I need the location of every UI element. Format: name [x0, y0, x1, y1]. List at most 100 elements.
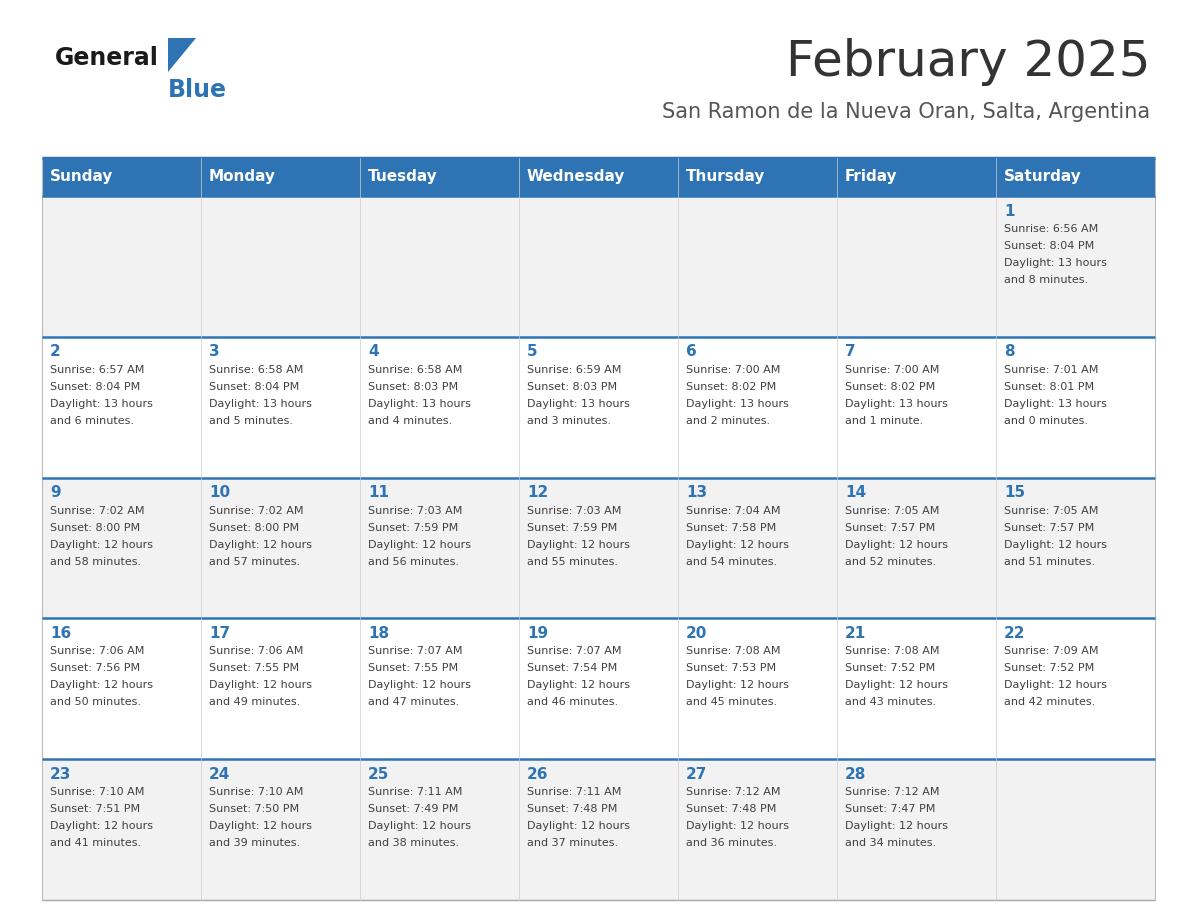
- Text: Sunrise: 7:11 AM: Sunrise: 7:11 AM: [527, 788, 621, 797]
- Text: and 58 minutes.: and 58 minutes.: [50, 556, 141, 566]
- Text: Sunset: 8:02 PM: Sunset: 8:02 PM: [685, 382, 776, 392]
- Text: and 45 minutes.: and 45 minutes.: [685, 698, 777, 708]
- Text: 11: 11: [368, 485, 388, 500]
- Text: 10: 10: [209, 485, 230, 500]
- Text: Sunset: 7:57 PM: Sunset: 7:57 PM: [845, 522, 935, 532]
- Text: Daylight: 12 hours: Daylight: 12 hours: [527, 680, 630, 690]
- Text: Sunset: 8:04 PM: Sunset: 8:04 PM: [1004, 241, 1094, 251]
- Text: Sunrise: 7:06 AM: Sunrise: 7:06 AM: [50, 646, 145, 656]
- Text: Sunset: 8:04 PM: Sunset: 8:04 PM: [209, 382, 299, 392]
- Text: Daylight: 13 hours: Daylight: 13 hours: [50, 398, 153, 409]
- Text: 20: 20: [685, 626, 707, 641]
- Text: and 1 minute.: and 1 minute.: [845, 416, 923, 426]
- Text: Sunset: 7:53 PM: Sunset: 7:53 PM: [685, 664, 776, 674]
- Text: and 50 minutes.: and 50 minutes.: [50, 698, 141, 708]
- Text: Sunrise: 7:06 AM: Sunrise: 7:06 AM: [209, 646, 303, 656]
- Text: Daylight: 12 hours: Daylight: 12 hours: [527, 822, 630, 831]
- Text: and 43 minutes.: and 43 minutes.: [845, 698, 936, 708]
- Text: Sunset: 7:59 PM: Sunset: 7:59 PM: [527, 522, 618, 532]
- Text: Sunset: 7:54 PM: Sunset: 7:54 PM: [527, 664, 618, 674]
- Text: and 46 minutes.: and 46 minutes.: [527, 698, 618, 708]
- Text: Daylight: 12 hours: Daylight: 12 hours: [209, 540, 312, 550]
- Text: and 34 minutes.: and 34 minutes.: [845, 838, 936, 848]
- Text: Daylight: 12 hours: Daylight: 12 hours: [1004, 680, 1107, 690]
- Bar: [42, 477, 1155, 619]
- Text: Sunset: 8:02 PM: Sunset: 8:02 PM: [845, 382, 935, 392]
- Text: and 8 minutes.: and 8 minutes.: [1004, 275, 1088, 285]
- Text: Sunset: 8:03 PM: Sunset: 8:03 PM: [368, 382, 459, 392]
- Text: 5: 5: [527, 344, 538, 359]
- Text: Sunrise: 7:07 AM: Sunrise: 7:07 AM: [368, 646, 462, 656]
- Text: 25: 25: [368, 767, 390, 782]
- Text: 17: 17: [209, 626, 230, 641]
- Text: and 3 minutes.: and 3 minutes.: [527, 416, 611, 426]
- Polygon shape: [168, 38, 196, 72]
- Text: February 2025: February 2025: [785, 38, 1150, 86]
- Text: and 2 minutes.: and 2 minutes.: [685, 416, 770, 426]
- Text: Sunrise: 7:10 AM: Sunrise: 7:10 AM: [50, 788, 145, 797]
- Text: Daylight: 12 hours: Daylight: 12 hours: [845, 822, 948, 831]
- Text: Sunset: 7:47 PM: Sunset: 7:47 PM: [845, 804, 935, 814]
- Text: 7: 7: [845, 344, 855, 359]
- Text: 4: 4: [368, 344, 379, 359]
- Text: 23: 23: [50, 767, 71, 782]
- Text: Daylight: 12 hours: Daylight: 12 hours: [1004, 540, 1107, 550]
- Text: 14: 14: [845, 485, 866, 500]
- Text: and 38 minutes.: and 38 minutes.: [368, 838, 459, 848]
- Text: Sunrise: 7:03 AM: Sunrise: 7:03 AM: [527, 506, 621, 516]
- Text: Blue: Blue: [168, 78, 227, 102]
- Text: Sunset: 7:56 PM: Sunset: 7:56 PM: [50, 664, 140, 674]
- Text: and 42 minutes.: and 42 minutes.: [1004, 698, 1095, 708]
- Text: Sunset: 7:57 PM: Sunset: 7:57 PM: [1004, 522, 1094, 532]
- Text: and 56 minutes.: and 56 minutes.: [368, 556, 459, 566]
- Text: 3: 3: [209, 344, 220, 359]
- Text: Sunrise: 7:10 AM: Sunrise: 7:10 AM: [209, 788, 303, 797]
- Text: Daylight: 12 hours: Daylight: 12 hours: [368, 680, 470, 690]
- Text: and 54 minutes.: and 54 minutes.: [685, 556, 777, 566]
- Text: Sunset: 7:55 PM: Sunset: 7:55 PM: [368, 664, 459, 674]
- Text: General: General: [55, 46, 159, 70]
- Text: 6: 6: [685, 344, 696, 359]
- Text: Sunrise: 6:58 AM: Sunrise: 6:58 AM: [209, 364, 303, 375]
- Text: Sunset: 7:50 PM: Sunset: 7:50 PM: [209, 804, 299, 814]
- Text: Sunrise: 6:58 AM: Sunrise: 6:58 AM: [368, 364, 462, 375]
- Text: Daylight: 12 hours: Daylight: 12 hours: [527, 540, 630, 550]
- Text: Sunset: 8:03 PM: Sunset: 8:03 PM: [527, 382, 617, 392]
- Text: and 39 minutes.: and 39 minutes.: [209, 838, 301, 848]
- Text: Daylight: 12 hours: Daylight: 12 hours: [50, 822, 153, 831]
- Text: Saturday: Saturday: [1004, 170, 1082, 185]
- Text: 18: 18: [368, 626, 390, 641]
- Text: and 49 minutes.: and 49 minutes.: [209, 698, 301, 708]
- Text: and 41 minutes.: and 41 minutes.: [50, 838, 141, 848]
- Text: and 52 minutes.: and 52 minutes.: [845, 556, 936, 566]
- Text: 15: 15: [1004, 485, 1025, 500]
- Text: Daylight: 13 hours: Daylight: 13 hours: [209, 398, 312, 409]
- Text: and 37 minutes.: and 37 minutes.: [527, 838, 618, 848]
- Text: Sunset: 7:55 PM: Sunset: 7:55 PM: [209, 664, 299, 674]
- Bar: [42, 337, 1155, 477]
- Bar: [42, 759, 1155, 900]
- Text: and 57 minutes.: and 57 minutes.: [209, 556, 301, 566]
- Text: and 4 minutes.: and 4 minutes.: [368, 416, 453, 426]
- Text: Sunrise: 7:02 AM: Sunrise: 7:02 AM: [209, 506, 303, 516]
- Text: Sunset: 7:52 PM: Sunset: 7:52 PM: [845, 664, 935, 674]
- Text: Sunset: 7:49 PM: Sunset: 7:49 PM: [368, 804, 459, 814]
- Text: Sunrise: 7:07 AM: Sunrise: 7:07 AM: [527, 646, 621, 656]
- Text: Daylight: 12 hours: Daylight: 12 hours: [368, 822, 470, 831]
- Text: Daylight: 12 hours: Daylight: 12 hours: [685, 680, 789, 690]
- Text: 27: 27: [685, 767, 707, 782]
- Text: 1: 1: [1004, 204, 1015, 218]
- Text: 16: 16: [50, 626, 71, 641]
- Text: Sunrise: 7:05 AM: Sunrise: 7:05 AM: [845, 506, 940, 516]
- Text: Daylight: 13 hours: Daylight: 13 hours: [527, 398, 630, 409]
- Text: Sunrise: 7:00 AM: Sunrise: 7:00 AM: [845, 364, 940, 375]
- Text: Sunset: 7:48 PM: Sunset: 7:48 PM: [685, 804, 777, 814]
- Text: Sunset: 7:51 PM: Sunset: 7:51 PM: [50, 804, 140, 814]
- Text: and 55 minutes.: and 55 minutes.: [527, 556, 618, 566]
- Text: Sunrise: 7:03 AM: Sunrise: 7:03 AM: [368, 506, 462, 516]
- Text: San Ramon de la Nueva Oran, Salta, Argentina: San Ramon de la Nueva Oran, Salta, Argen…: [662, 102, 1150, 122]
- Text: Daylight: 13 hours: Daylight: 13 hours: [1004, 398, 1107, 409]
- Text: and 51 minutes.: and 51 minutes.: [1004, 556, 1095, 566]
- Text: 12: 12: [527, 485, 548, 500]
- Text: Sunrise: 7:02 AM: Sunrise: 7:02 AM: [50, 506, 145, 516]
